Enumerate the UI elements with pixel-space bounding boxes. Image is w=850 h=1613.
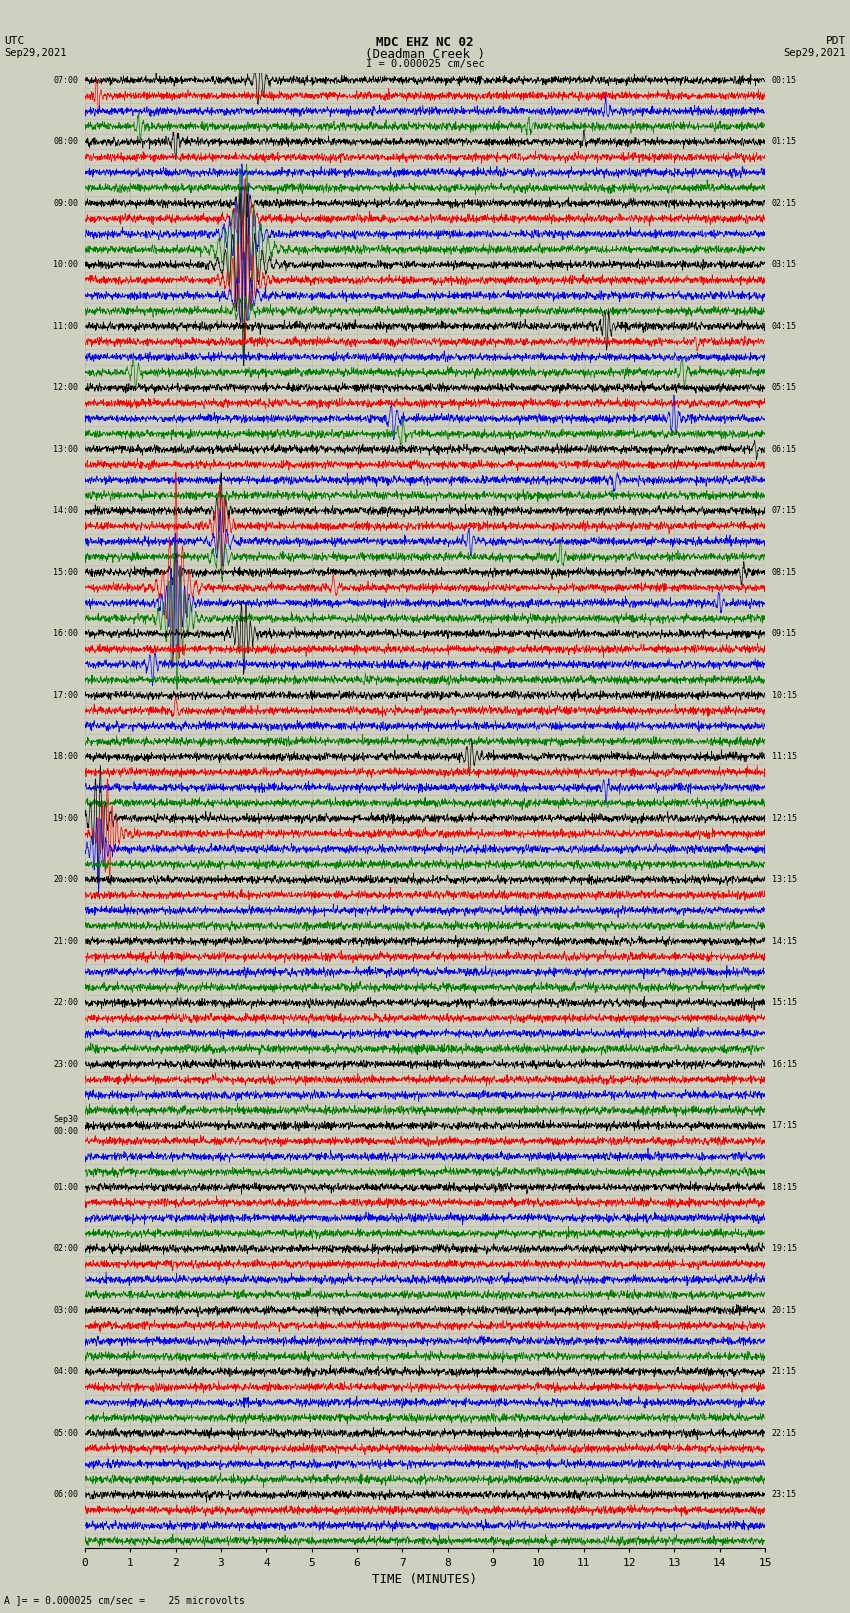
Text: 08:15: 08:15 [772,568,796,577]
Text: 07:00: 07:00 [54,76,78,85]
Text: 13:15: 13:15 [772,876,796,884]
Text: 06:00: 06:00 [54,1490,78,1498]
Text: 05:15: 05:15 [772,384,796,392]
Text: (Deadman Creek ): (Deadman Creek ) [365,47,485,61]
Text: 12:15: 12:15 [772,813,796,823]
Text: 04:15: 04:15 [772,321,796,331]
Text: 01:00: 01:00 [54,1182,78,1192]
Text: UTC: UTC [4,37,25,47]
Text: 19:15: 19:15 [772,1244,796,1253]
Text: 06:15: 06:15 [772,445,796,453]
Text: 02:00: 02:00 [54,1244,78,1253]
Text: 13:00: 13:00 [54,445,78,453]
Text: 23:00: 23:00 [54,1060,78,1069]
X-axis label: TIME (MINUTES): TIME (MINUTES) [372,1573,478,1586]
Text: 16:00: 16:00 [54,629,78,639]
Text: 02:15: 02:15 [772,198,796,208]
Text: 18:00: 18:00 [54,752,78,761]
Text: 19:00: 19:00 [54,813,78,823]
Text: 03:15: 03:15 [772,260,796,269]
Text: 16:15: 16:15 [772,1060,796,1069]
Text: 00:00: 00:00 [54,1127,78,1136]
Text: 01:15: 01:15 [772,137,796,147]
Text: 17:15: 17:15 [772,1121,796,1131]
Text: 20:15: 20:15 [772,1305,796,1315]
Text: 14:00: 14:00 [54,506,78,515]
Text: 07:15: 07:15 [772,506,796,515]
Text: 09:00: 09:00 [54,198,78,208]
Text: 15:00: 15:00 [54,568,78,577]
Text: Sep29,2021: Sep29,2021 [783,47,846,58]
Text: A ]= = 0.000025 cm/sec =    25 microvolts: A ]= = 0.000025 cm/sec = 25 microvolts [4,1595,245,1605]
Text: 14:15: 14:15 [772,937,796,945]
Text: Sep29,2021: Sep29,2021 [4,47,67,58]
Text: 08:00: 08:00 [54,137,78,147]
Text: 21:15: 21:15 [772,1368,796,1376]
Text: 09:15: 09:15 [772,629,796,639]
Text: 15:15: 15:15 [772,998,796,1007]
Text: 22:15: 22:15 [772,1429,796,1437]
Text: 22:00: 22:00 [54,998,78,1007]
Text: 17:00: 17:00 [54,690,78,700]
Text: 00:15: 00:15 [772,76,796,85]
Text: 10:00: 10:00 [54,260,78,269]
Text: 11:00: 11:00 [54,321,78,331]
Text: PDT: PDT [825,37,846,47]
Text: 05:00: 05:00 [54,1429,78,1437]
Text: 20:00: 20:00 [54,876,78,884]
Text: 18:15: 18:15 [772,1182,796,1192]
Text: 03:00: 03:00 [54,1305,78,1315]
Text: 04:00: 04:00 [54,1368,78,1376]
Text: 21:00: 21:00 [54,937,78,945]
Text: 10:15: 10:15 [772,690,796,700]
Text: I = 0.000025 cm/sec: I = 0.000025 cm/sec [366,58,484,69]
Text: MDC EHZ NC 02: MDC EHZ NC 02 [377,37,473,50]
Text: 11:15: 11:15 [772,752,796,761]
Text: 23:15: 23:15 [772,1490,796,1498]
Text: 12:00: 12:00 [54,384,78,392]
Text: Sep30: Sep30 [54,1115,78,1124]
